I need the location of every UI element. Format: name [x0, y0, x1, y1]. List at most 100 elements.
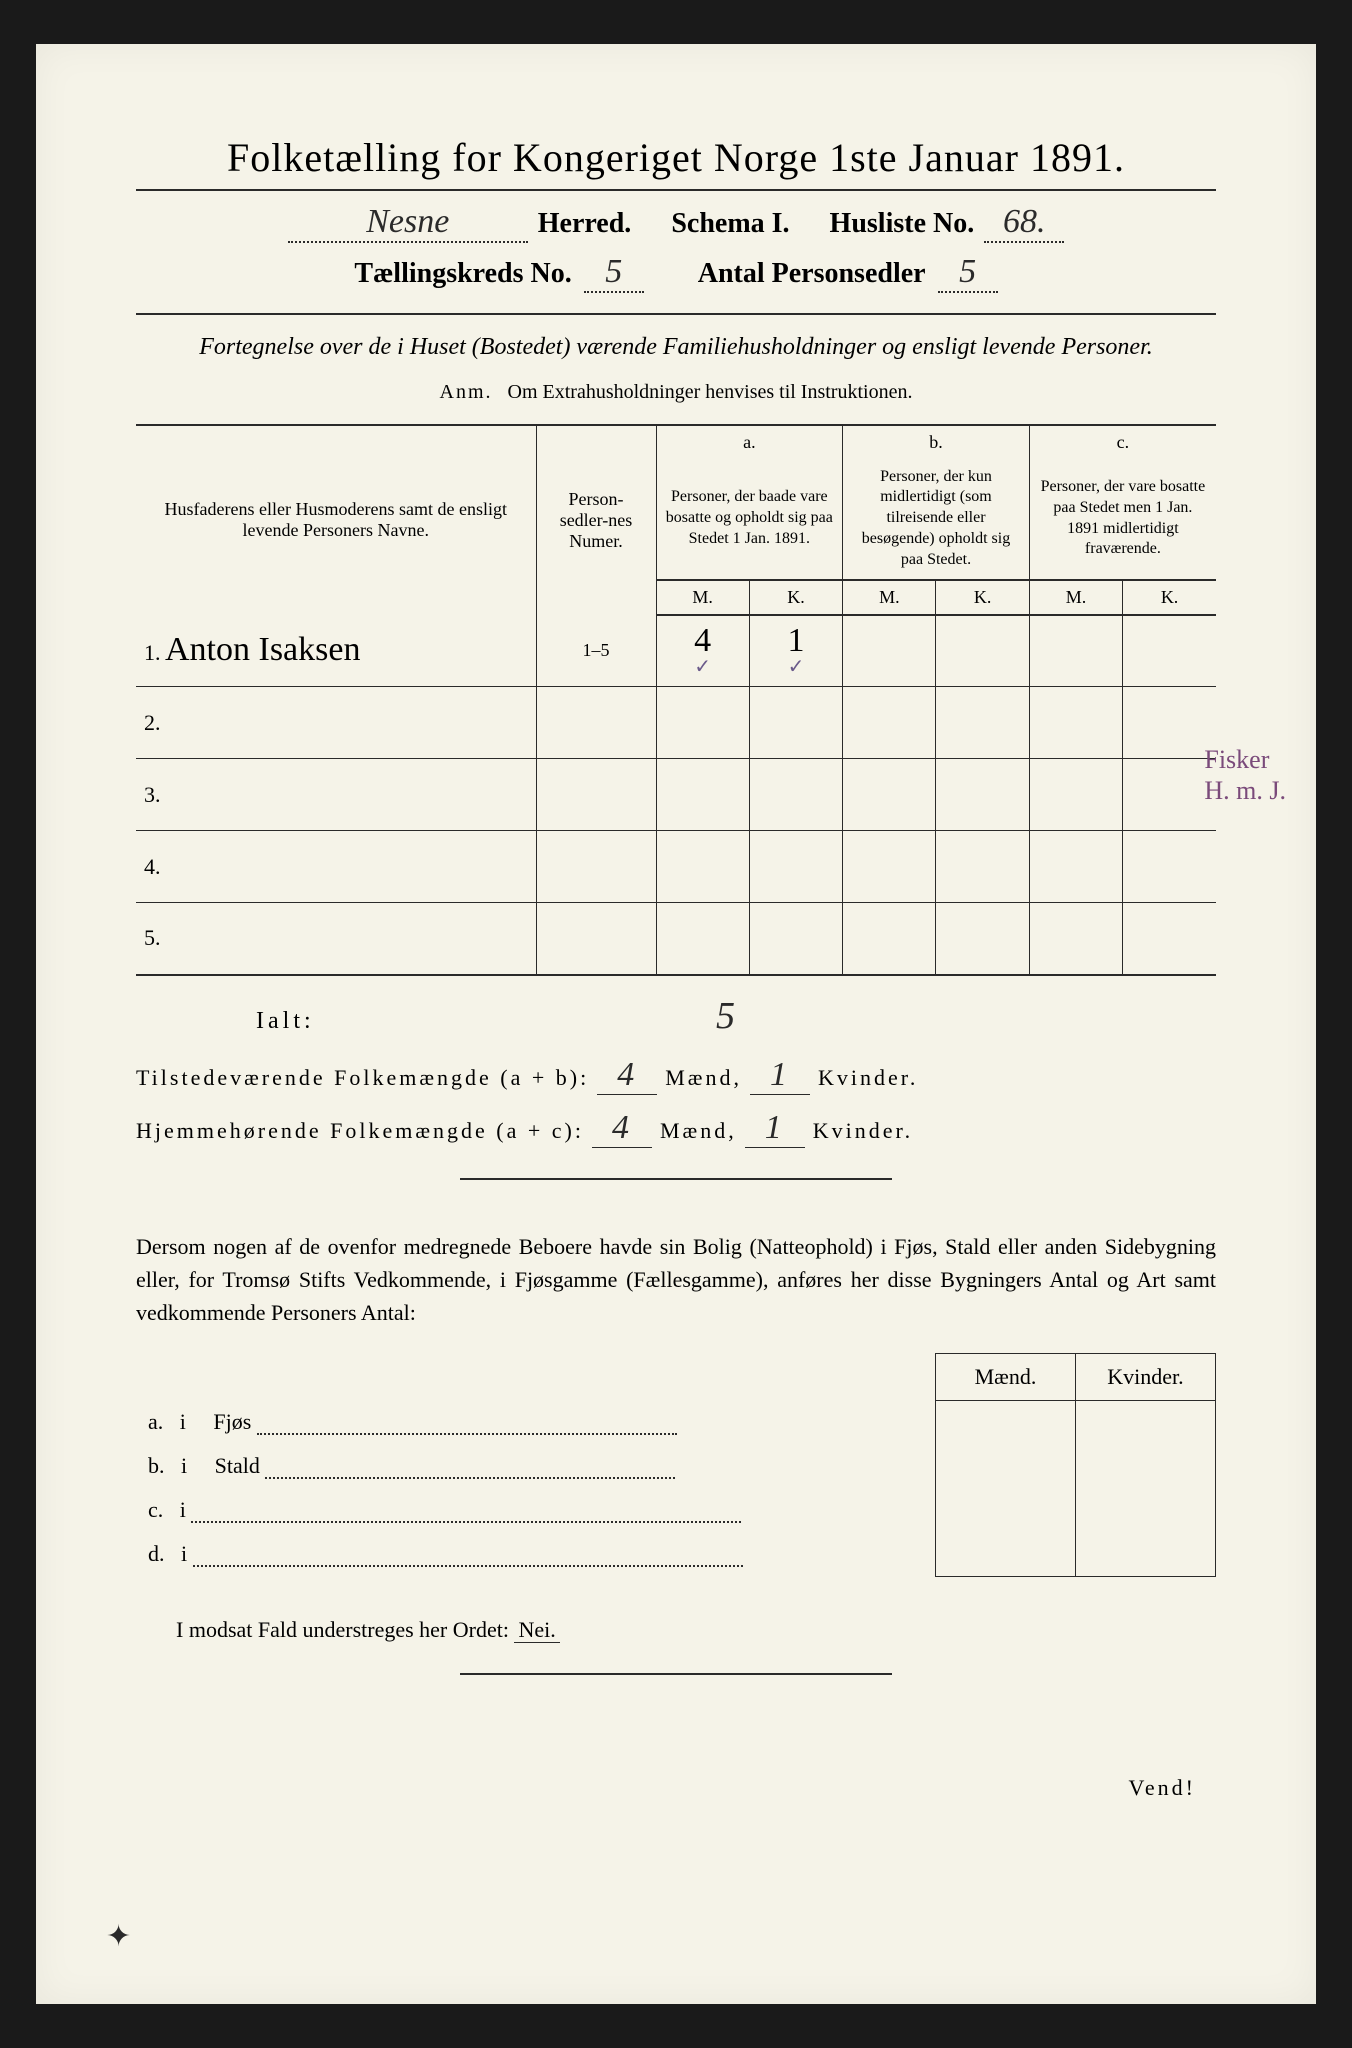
- dotfill: [191, 1503, 741, 1523]
- bt-k: [1076, 1400, 1216, 1444]
- present-k: 1: [750, 1056, 810, 1095]
- present-m: 4: [597, 1056, 657, 1095]
- bt-letter: b.: [148, 1453, 165, 1478]
- subtitle: Fortegnelse over de i Huset (Bostedet) v…: [136, 331, 1216, 365]
- cell: [656, 687, 749, 759]
- building-paragraph: Dersom nogen af de ovenfor medregnede Be…: [136, 1230, 1216, 1329]
- bt-type: Stald: [215, 1453, 260, 1478]
- present-label: Tilstedeværende Folkemængde (a + b):: [136, 1065, 589, 1091]
- building-row: b. i Stald: [136, 1444, 1216, 1488]
- cell: [1029, 903, 1122, 975]
- col-c-k: K.: [1123, 580, 1216, 615]
- check-icon: ✓: [758, 654, 834, 679]
- col-b-label: b.: [843, 425, 1030, 459]
- row-b-m: [843, 615, 936, 687]
- row-name: Anton Isaksen: [165, 631, 360, 668]
- kreds-label: Tællingskreds No.: [354, 258, 571, 290]
- building-table: Mænd. Kvinder. a. i Fjøs b. i Stald c. i…: [136, 1353, 1216, 1577]
- kreds-no: 5: [584, 253, 644, 293]
- cell: [843, 831, 936, 903]
- row-num: 3.: [144, 782, 161, 807]
- cell: [536, 759, 656, 831]
- cell: [749, 831, 842, 903]
- anm-line: Anm. Om Extrahusholdninger henvises til …: [136, 381, 1216, 404]
- cell: [536, 903, 656, 975]
- maend-label: Mænd,: [665, 1065, 742, 1091]
- bt-k: [1076, 1488, 1216, 1532]
- col-a-m: M.: [656, 580, 749, 615]
- cell: [536, 687, 656, 759]
- row-num: 1.: [144, 640, 161, 665]
- ialt-line: Ialt: 5: [136, 994, 1216, 1038]
- table-row: 4.: [136, 831, 1216, 903]
- dotfill: [193, 1547, 743, 1567]
- mid-rule: [460, 1178, 892, 1180]
- cell: [936, 687, 1029, 759]
- bt-i: i: [180, 1409, 186, 1434]
- table-row: 1. Anton Isaksen 1–5 4✓ 1✓: [136, 615, 1216, 687]
- row-b-k: [936, 615, 1029, 687]
- husliste-no: 68.: [984, 203, 1064, 243]
- vend: Vend!: [136, 1775, 1216, 1801]
- margin-note: Fisker H. m. J.: [1204, 744, 1286, 806]
- schema-label: Schema I.: [671, 208, 789, 240]
- bt-maend: Mænd.: [936, 1353, 1076, 1400]
- col-b-k: K.: [936, 580, 1029, 615]
- resident-total: Hjemmehørende Folkemængde (a + c): 4 Mæn…: [136, 1109, 1216, 1148]
- cell: [536, 831, 656, 903]
- herred-name: Nesne: [288, 203, 528, 243]
- bt-m: [936, 1400, 1076, 1444]
- header-row-1: Husfaderens eller Husmoderens samt de en…: [136, 425, 1216, 459]
- cell: [936, 831, 1029, 903]
- bt-letter: d.: [148, 1541, 165, 1566]
- main-title: Folketælling for Kongeriget Norge 1ste J…: [136, 134, 1216, 181]
- row-num: 2.: [144, 710, 161, 735]
- col-num-header: Person-sedler-nes Numer.: [536, 425, 656, 615]
- kvinder-label: Kvinder.: [813, 1118, 913, 1144]
- row-num: 4.: [144, 854, 161, 879]
- ialt-value: 5: [716, 994, 735, 1038]
- table-row: 2.: [136, 687, 1216, 759]
- col-c-label: c.: [1029, 425, 1216, 459]
- bt-type: Fjøs: [213, 1409, 251, 1434]
- building-header: Mænd. Kvinder.: [136, 1353, 1216, 1400]
- cell: [1123, 687, 1216, 759]
- cell: [1123, 903, 1216, 975]
- anm-prefix: Anm.: [440, 381, 493, 403]
- bt-kvinder: Kvinder.: [1076, 1353, 1216, 1400]
- antal-no: 5: [938, 253, 998, 293]
- row-c-k: [1123, 615, 1216, 687]
- ialt-label: Ialt:: [136, 1008, 366, 1035]
- bt-i: i: [181, 1453, 187, 1478]
- cell: [749, 759, 842, 831]
- col-b-text: Personer, der kun midlertidigt (som tilr…: [843, 459, 1030, 580]
- cell: [843, 759, 936, 831]
- table-row: 5.: [136, 903, 1216, 975]
- col-c-m: M.: [1029, 580, 1122, 615]
- row-c-m: [1029, 615, 1122, 687]
- header-block: Folketælling for Kongeriget Norge 1ste J…: [136, 134, 1216, 293]
- corner-mark-icon: ✦: [106, 1919, 131, 1954]
- cell: [843, 903, 936, 975]
- herred-label: Herred.: [538, 208, 632, 240]
- cell: [936, 759, 1029, 831]
- bt-i: i: [180, 1497, 186, 1522]
- bt-m: [936, 1532, 1076, 1576]
- col-b-m: M.: [843, 580, 936, 615]
- cell: [1029, 687, 1122, 759]
- bt-letter: c.: [148, 1497, 163, 1522]
- nei-line: I modsat Fald understreges her Ordet: Ne…: [176, 1617, 1216, 1643]
- table-row: 3.: [136, 759, 1216, 831]
- husliste-label: Husliste No.: [830, 208, 975, 240]
- cell: [936, 903, 1029, 975]
- cell: [1123, 831, 1216, 903]
- title-rule: [136, 189, 1216, 191]
- header-line-3: Tællingskreds No. 5 Antal Personsedler 5: [136, 253, 1216, 293]
- maend-label: Mænd,: [660, 1118, 737, 1144]
- anm-text: Om Extrahusholdninger henvises til Instr…: [508, 381, 913, 403]
- bt-letter: a.: [148, 1409, 163, 1434]
- cell: [749, 687, 842, 759]
- main-table: Husfaderens eller Husmoderens samt de en…: [136, 424, 1216, 976]
- check-icon: ✓: [665, 654, 741, 679]
- row-personnum: 1–5: [536, 615, 656, 687]
